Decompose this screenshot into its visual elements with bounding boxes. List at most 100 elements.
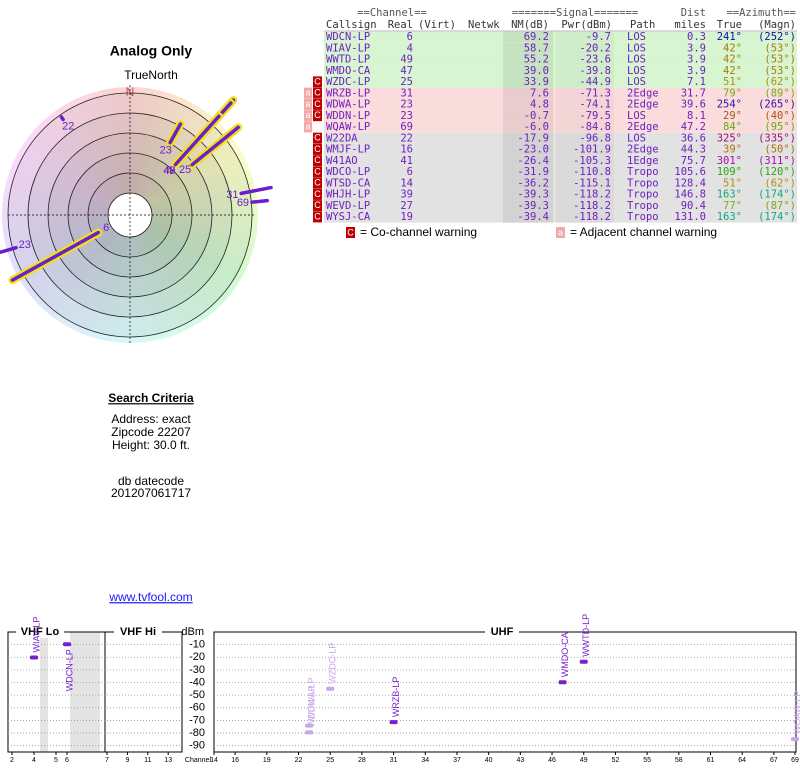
row-bg (324, 31, 797, 43)
y-tick-label: -60 (189, 702, 205, 714)
cell-magn-az: (87°) (764, 200, 796, 212)
cell-true-az: 163° (717, 211, 742, 223)
adj-warning-label: a (305, 88, 310, 98)
vhf-frame (7, 631, 183, 753)
cell-real: 47 (400, 65, 413, 77)
x-tick-label: 69 (791, 757, 799, 764)
cell-real: 6 (407, 31, 413, 43)
cell-nm: -23.0 (517, 144, 549, 156)
x-tick-label: 64 (738, 757, 746, 764)
cell-true-az: 51° (723, 76, 742, 88)
row-bg (324, 53, 797, 66)
cell-callsign: WDWA-LP (326, 99, 370, 111)
x-tick-label: 55 (643, 757, 651, 764)
x-tick-label: 2 (10, 757, 14, 764)
cell-magn-az: (95°) (764, 121, 796, 133)
co-warning (313, 132, 322, 144)
co-warning-label: C (314, 110, 321, 120)
cell-magn-az: (53°) (764, 42, 796, 54)
adj-box (556, 227, 565, 238)
power-marker (326, 686, 335, 691)
y-tick-label: -10 (189, 639, 205, 651)
column-header: Pwr(dBm) (561, 19, 612, 31)
cell-true-az: 301° (717, 155, 742, 167)
cell-pwr: -118.2 (573, 189, 611, 201)
channel-label: Channel (185, 757, 212, 764)
table-header: =======Signal======= (512, 7, 638, 19)
cell-pwr: -105.3 (573, 155, 611, 167)
cell-real: 22 (400, 132, 413, 144)
cell-true-az: 163° (717, 189, 742, 201)
x-tick-label: 13 (164, 757, 172, 764)
power-marker (30, 655, 38, 660)
cell-magn-az: (265°) (758, 99, 796, 111)
signal-line (10, 230, 101, 282)
cell-dist: 31.7 (681, 87, 706, 99)
co-warning-label: C (314, 178, 321, 188)
cell-callsign: W22DA (326, 132, 358, 144)
cell-dist: 75.7 (681, 155, 706, 167)
cell-pwr: -20.2 (579, 42, 611, 54)
x-tick-label: 61 (707, 757, 715, 764)
column-header: (Virt) (418, 19, 456, 31)
channel-label: 69 (237, 197, 249, 209)
column-shade (503, 42, 553, 54)
cell-path: LOS (627, 65, 646, 77)
signal-line (250, 198, 269, 204)
co-warning-label: C (314, 99, 321, 109)
cell-pwr: -96.8 (579, 132, 611, 144)
column-shade (503, 132, 553, 144)
column-shade (503, 31, 553, 43)
signal-line (0, 245, 18, 255)
band-shade (70, 632, 100, 752)
cell-callsign: WMDO-CA (326, 65, 371, 77)
row-bg (324, 42, 797, 54)
cell-magn-az: (62°) (764, 76, 796, 88)
cell-nm: -17.9 (517, 132, 549, 144)
x-tick-label: 6 (65, 757, 69, 764)
cell-path: Tropo (627, 200, 659, 212)
co-warning (313, 98, 322, 110)
cell-real: 19 (400, 211, 413, 223)
cell-dist: 47.2 (681, 121, 706, 133)
cell-magn-az: (120°) (758, 166, 796, 178)
column-shade (503, 65, 553, 77)
row-bg (324, 76, 797, 88)
cell-path: LOS (627, 110, 646, 122)
cell-dist: 39.6 (681, 99, 706, 111)
label-bg (16, 625, 64, 638)
search-title: Search Criteria (108, 391, 194, 405)
channel-label: 49 (163, 165, 175, 177)
cell-path: LOS (627, 42, 646, 54)
cell-true-az: 39° (723, 144, 742, 156)
co-warning-label: C (314, 88, 321, 98)
cell-dist: 3.9 (687, 54, 706, 66)
column-header: NM(dB) (511, 19, 549, 31)
cell-nm: -6.0 (524, 121, 549, 133)
column-shade (503, 211, 553, 223)
cell-magn-az: (311°) (758, 155, 796, 167)
cell-true-az: 77° (723, 200, 742, 212)
cell-magn-az: (62°) (764, 177, 796, 189)
y-tick-label: -20 (189, 651, 205, 663)
cell-true-az: 29° (723, 110, 742, 122)
cell-real: 49 (400, 54, 413, 66)
cell-path: Tropo (627, 189, 659, 201)
x-tick-label: 7 (105, 757, 109, 764)
column-header: Real (388, 19, 413, 31)
cell-nm: 58.7 (524, 42, 549, 54)
cell-path: 2Edge (627, 144, 659, 156)
search-height: Height: 30.0 ft. (112, 438, 190, 452)
cell-magn-az: (174°) (758, 211, 796, 223)
site-link[interactable]: www.tvfool.com (108, 590, 192, 604)
x-tick-label: 25 (326, 757, 334, 764)
cell-dist: 44.3 (681, 144, 706, 156)
cell-pwr: -74.1 (579, 99, 611, 111)
cell-callsign: WZDC-LP (326, 76, 370, 88)
cell-callsign: W41AO (326, 155, 358, 167)
column-header: True (717, 19, 742, 31)
cell-true-az: 42° (723, 54, 742, 66)
adj-warning-label: a (305, 121, 310, 131)
cell-nm: 7.6 (530, 87, 549, 99)
